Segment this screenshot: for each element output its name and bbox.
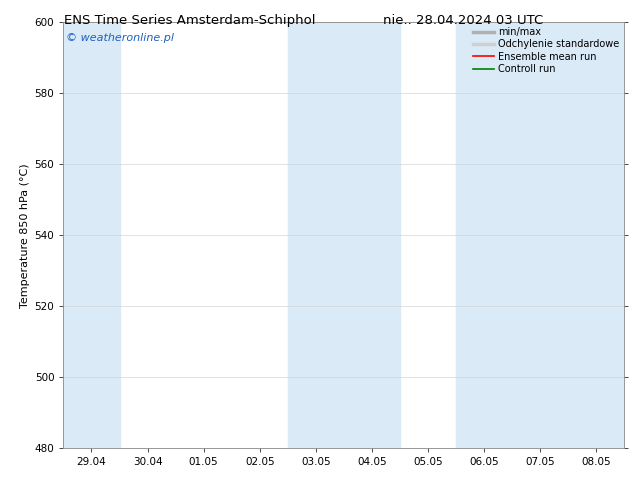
Bar [288,22,344,448]
Legend: min/max, Odchylenie standardowe, Ensemble mean run, Controll run: min/max, Odchylenie standardowe, Ensembl… [471,25,621,76]
Text: © weatheronline.pl: © weatheronline.pl [66,33,174,43]
Bar [344,22,400,448]
Bar [63,22,120,448]
Bar [569,22,624,448]
Text: nie.. 28.04.2024 03 UTC: nie.. 28.04.2024 03 UTC [383,14,543,27]
Bar [512,22,569,448]
Text: ENS Time Series Amsterdam-Schiphol: ENS Time Series Amsterdam-Schiphol [65,14,316,27]
Bar [456,22,512,448]
Y-axis label: Temperature 850 hPa (°C): Temperature 850 hPa (°C) [20,163,30,308]
